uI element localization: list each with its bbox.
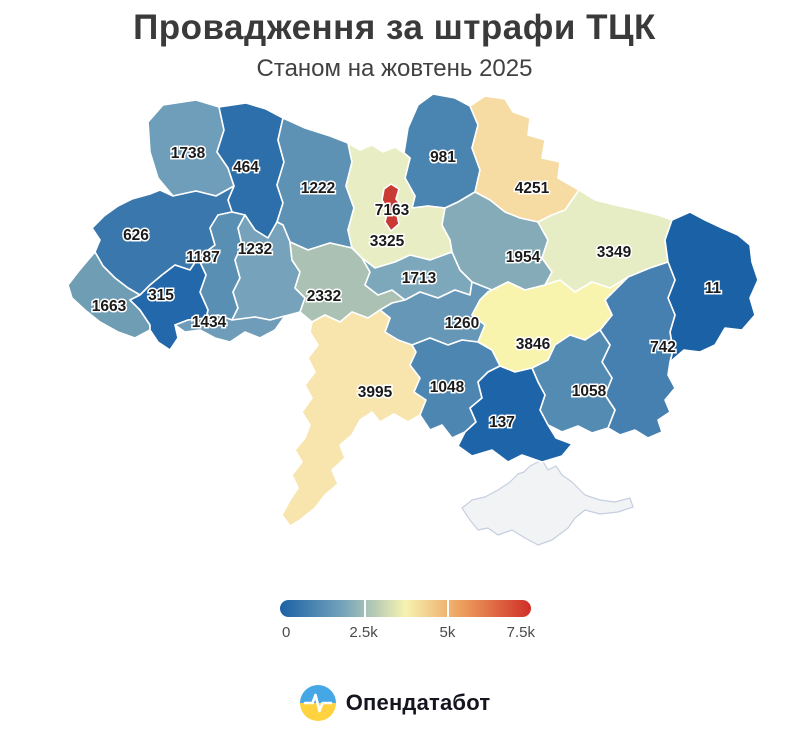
opendatabot-pulse-icon	[299, 685, 336, 721]
legend-tick-label: 0	[282, 624, 291, 641]
region-value-label-sumy: 4251	[515, 180, 550, 197]
page-subtitle: Станом на жовтень 2025	[256, 55, 533, 82]
opendatabot-logo: Опендатабот	[0, 684, 789, 722]
region-value-label-zaporizhzhia: 1058	[572, 383, 607, 400]
region-value-label-kirovohrad: 1260	[445, 315, 479, 332]
legend-tick-label: 5k	[439, 624, 456, 641]
logo-text: Опендатабот	[345, 690, 491, 715]
region-value-label-khmelnytskyi: 1232	[238, 241, 272, 258]
region-value-label-lviv: 626	[123, 227, 149, 244]
legend-tick-mark	[447, 600, 450, 617]
region-chernivtsi	[174, 314, 286, 343]
region-value-label-kyiv-city: 7163	[375, 202, 410, 219]
region-value-label-donetsk: 742	[650, 339, 676, 356]
region-value-label-chernivtsi: 1434	[192, 314, 227, 331]
region-value-label-ivano-frankivsk: 315	[148, 287, 174, 304]
region-value-label-dnipropetrovsk: 3846	[516, 336, 551, 353]
page-title: Провадження за штрафи ТЦК	[133, 8, 656, 47]
region-ivano-frankivsk	[129, 257, 209, 351]
region-khmelnytskyi	[231, 214, 306, 321]
legend-tick-labels: 0 2.5k 5k 7.5k	[280, 624, 535, 644]
region-value-label-poltava: 1954	[506, 249, 541, 266]
region-value-label-kharkiv: 3349	[597, 244, 632, 261]
region-kherson	[457, 365, 573, 463]
region-value-label-volyn: 1738	[171, 145, 206, 162]
region-zakarpattia	[67, 251, 151, 339]
region-odesa	[281, 309, 427, 527]
region-value-label-vinnytsia: 2332	[307, 288, 341, 305]
region-value-label-mykolaiv: 1048	[430, 379, 465, 396]
region-value-label-zakarpattia: 1663	[92, 298, 127, 315]
color-scale-legend: 0 2.5k 5k 7.5k	[280, 600, 535, 644]
region-value-label-cherkasy: 1713	[402, 270, 437, 287]
region-value-label-zhytomyr: 1222	[301, 180, 335, 197]
region-kyiv-city	[381, 183, 402, 232]
region-value-label-luhansk: 11	[705, 280, 722, 297]
region-crimea	[461, 459, 634, 546]
region-value-label-odesa: 3995	[358, 384, 393, 401]
region-value-label-kyiv-oblast: 3325	[370, 233, 405, 250]
legend-tick-label: 7.5k	[506, 624, 535, 641]
legend-tick-mark	[363, 600, 366, 617]
legend-gradient-bar	[280, 600, 531, 617]
region-value-label-chernihiv: 981	[430, 149, 456, 166]
region-value-label-ternopil: 1187	[186, 249, 220, 266]
region-value-label-rivne: 464	[233, 159, 259, 176]
legend-tick-label: 2.5k	[349, 624, 378, 641]
region-value-label-kherson: 137	[489, 414, 515, 431]
